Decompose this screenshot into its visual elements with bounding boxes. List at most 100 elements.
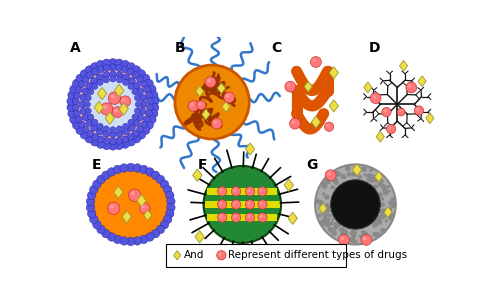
Circle shape [334, 225, 338, 229]
Circle shape [145, 121, 154, 129]
Circle shape [92, 133, 98, 140]
Circle shape [110, 205, 114, 209]
Circle shape [96, 128, 103, 135]
Circle shape [96, 74, 103, 81]
Circle shape [370, 93, 381, 104]
Polygon shape [105, 112, 115, 124]
Circle shape [246, 200, 254, 209]
Polygon shape [246, 143, 254, 155]
Circle shape [258, 213, 267, 222]
Circle shape [164, 215, 172, 224]
Circle shape [391, 204, 394, 208]
Circle shape [218, 200, 227, 209]
Circle shape [128, 189, 141, 201]
Circle shape [218, 187, 227, 196]
Circle shape [102, 141, 111, 150]
Circle shape [140, 121, 147, 128]
Circle shape [102, 59, 111, 67]
Circle shape [120, 237, 128, 245]
Circle shape [88, 88, 94, 95]
Circle shape [361, 230, 364, 233]
Circle shape [67, 103, 76, 112]
Circle shape [324, 215, 327, 219]
Circle shape [97, 79, 103, 85]
Circle shape [326, 217, 330, 222]
Circle shape [335, 221, 341, 227]
Circle shape [379, 214, 384, 220]
Circle shape [80, 70, 88, 78]
Circle shape [325, 221, 331, 227]
Circle shape [372, 95, 376, 99]
Circle shape [90, 185, 98, 194]
Circle shape [96, 140, 105, 148]
Circle shape [128, 83, 134, 89]
Circle shape [324, 194, 330, 200]
Circle shape [140, 165, 148, 174]
Circle shape [378, 181, 383, 187]
Polygon shape [329, 100, 338, 112]
Circle shape [151, 229, 160, 238]
Circle shape [144, 116, 150, 123]
Circle shape [352, 172, 356, 177]
Circle shape [136, 88, 143, 95]
Circle shape [150, 97, 159, 106]
Circle shape [104, 64, 110, 71]
Circle shape [108, 142, 117, 150]
Circle shape [122, 66, 128, 73]
Circle shape [72, 98, 80, 105]
Circle shape [156, 225, 164, 234]
Polygon shape [202, 109, 210, 120]
Polygon shape [174, 251, 180, 260]
Bar [205, 201, 280, 208]
Circle shape [338, 236, 344, 242]
Circle shape [102, 72, 110, 79]
Circle shape [146, 168, 154, 176]
Circle shape [326, 208, 330, 213]
Circle shape [133, 164, 141, 172]
Circle shape [379, 209, 384, 214]
Circle shape [126, 237, 135, 246]
Circle shape [380, 184, 386, 189]
Circle shape [86, 197, 95, 206]
Polygon shape [364, 82, 372, 93]
Circle shape [329, 176, 332, 180]
Circle shape [370, 174, 376, 180]
Circle shape [88, 191, 96, 199]
Circle shape [390, 197, 395, 202]
Circle shape [102, 229, 110, 238]
Circle shape [378, 192, 383, 198]
Polygon shape [261, 248, 270, 261]
Circle shape [374, 177, 378, 182]
Circle shape [137, 70, 145, 78]
Circle shape [322, 183, 328, 189]
Circle shape [372, 178, 376, 181]
Circle shape [340, 232, 344, 235]
Circle shape [218, 213, 227, 222]
Circle shape [74, 110, 80, 117]
Circle shape [98, 136, 104, 143]
Circle shape [224, 92, 234, 103]
Circle shape [137, 131, 145, 139]
Circle shape [258, 200, 267, 209]
Polygon shape [284, 179, 294, 191]
Polygon shape [196, 86, 203, 97]
Circle shape [328, 227, 332, 231]
Circle shape [369, 168, 373, 172]
Circle shape [334, 180, 339, 185]
Circle shape [116, 77, 122, 83]
Circle shape [232, 200, 241, 209]
Circle shape [110, 71, 116, 78]
Circle shape [324, 177, 329, 182]
Circle shape [386, 212, 393, 218]
Circle shape [114, 109, 117, 112]
Circle shape [321, 205, 325, 209]
Circle shape [103, 105, 107, 109]
Text: E: E [92, 158, 102, 172]
Circle shape [76, 86, 82, 93]
Circle shape [133, 82, 140, 89]
Circle shape [328, 172, 331, 175]
Circle shape [362, 231, 368, 237]
Circle shape [292, 120, 295, 124]
Circle shape [92, 83, 98, 89]
Polygon shape [122, 211, 132, 223]
